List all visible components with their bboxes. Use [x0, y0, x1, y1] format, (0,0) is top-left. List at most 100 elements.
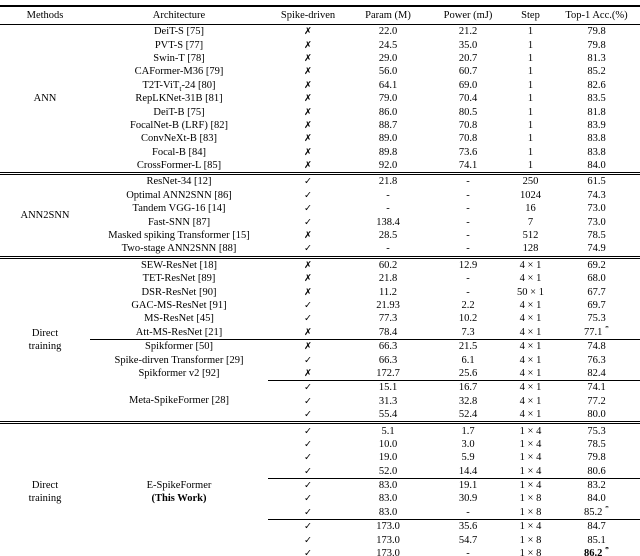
check-icon: ✓ [304, 521, 312, 533]
step-cell: 7 [527, 216, 534, 228]
step-cell: 1 × 8 [519, 548, 542, 556]
acc-value: 78.5 [587, 230, 606, 242]
spike-cell: ✓ [268, 505, 348, 521]
spike-cell: ✗ [268, 325, 348, 340]
step-cell: 1 × 4 [519, 425, 542, 437]
cross-icon: ✗ [304, 230, 312, 242]
step-cell: 1 [527, 26, 534, 38]
step-cell: 250 [522, 176, 539, 188]
check-icon: ✓ [304, 243, 312, 255]
acc-cell: 74.9 [553, 242, 640, 259]
table-row: ANN2SNN ResNet-34 [12] ✓ 21.8-250 61.5 [0, 173, 640, 259]
acc-value: 82.4 [587, 367, 606, 379]
acc-value: 77.1 [584, 326, 603, 338]
arch-cell: DeiT-S [75] [153, 26, 205, 38]
acc-value: 74.9 [587, 243, 606, 255]
acc-value: 85.2 [587, 66, 606, 78]
acc-value: 84.0 [587, 160, 606, 172]
power-cell: 16.7 [458, 382, 478, 394]
step-cell: 1 × 4 [519, 438, 542, 450]
acc-cell: 74.3 [553, 189, 640, 202]
cross-icon: ✗ [304, 286, 312, 298]
acc-value: 81.8 [587, 106, 606, 118]
spike-cell: ✓ [268, 215, 348, 228]
acc-value: 68.0 [587, 273, 606, 285]
spike-cell: ✓ [268, 312, 348, 325]
check-icon: ✓ [304, 480, 312, 492]
arch-cell: Fast-SNN [87] [147, 216, 211, 228]
method-label: training [28, 340, 62, 352]
arch-cell: PVT-S [77] [154, 39, 204, 51]
spike-cell: ✓ [268, 533, 348, 546]
asterisk-marker: * [605, 546, 609, 554]
acc-value: 85.2 [584, 506, 603, 518]
method-label: training [28, 493, 62, 505]
spike-cell: ✗ [268, 92, 348, 105]
col-header-spike-driven: Spike-driven [268, 6, 348, 25]
acc-value: 81.3 [587, 52, 606, 64]
step-cell: 4 × 1 [519, 395, 542, 407]
power-cell: 73.6 [458, 146, 478, 158]
step-cell: 4 × 1 [519, 273, 542, 285]
param-cell: 92.0 [348, 158, 428, 176]
check-icon: ✓ [304, 534, 312, 546]
spike-cell: ✓ [268, 438, 348, 451]
param-cell: 56.0 [378, 66, 398, 78]
step-cell: 1 [527, 106, 534, 118]
acc-cell: 81.3 [553, 52, 640, 65]
col-header-param-m: Param (M) [348, 6, 428, 25]
spike-cell: ✓ [268, 451, 348, 464]
acc-cell: 84.7 [553, 520, 640, 534]
spike-cell: ✓ [268, 381, 348, 395]
power-cell: 6.1 [461, 354, 475, 366]
acc-value: 83.8 [587, 133, 606, 145]
param-cell: 88.7 [378, 119, 398, 131]
step-cell: 1 [527, 133, 534, 145]
cross-icon: ✗ [304, 341, 312, 353]
power-cell: 80.5 [458, 106, 478, 118]
step-cell: 1 × 4 [519, 521, 542, 533]
table-row: Swin-T [78] ✗ 29.0 20.7 1 81.3 [0, 52, 640, 65]
acc-value: 79.8 [587, 452, 606, 464]
step-cell: 4 × 1 [519, 341, 542, 353]
param-cell: 83.0 [378, 480, 398, 492]
spike-cell: ✗ [268, 285, 348, 298]
param-cell: 5.1 [381, 425, 395, 437]
spike-cell: ✓ [268, 242, 348, 259]
step-cell: 4 × 1 [519, 382, 542, 394]
table-row: T2T-ViTt-24 [80] ✗ 64.1 69.0 1 82.6 [0, 79, 640, 92]
arch-cell: Att-MS-ResNet [21] [90, 325, 268, 340]
step-cell: 512 [522, 230, 539, 242]
step-cell: 1 × 4 [519, 452, 542, 464]
spike-cell: ✗ [268, 105, 348, 118]
table-row: ✓ 19.0 5.9 1 × 4 79.8 [0, 451, 640, 464]
step-cell: 1 [527, 39, 534, 51]
acc-value: 76.3 [587, 354, 606, 366]
acc-cell: 69.7 [553, 299, 640, 312]
method-cell: Direct training [0, 423, 90, 556]
spike-cell: ✗ [268, 25, 348, 39]
cross-icon: ✗ [304, 79, 312, 91]
check-icon: ✓ [304, 176, 312, 188]
step-cell: 1 [527, 52, 534, 64]
table-row: ✓ 10.0 3.0 1 × 4 78.5 [0, 438, 640, 451]
power-cell: 74.1 [428, 158, 508, 176]
method-cell: ANN2SNN [0, 173, 90, 259]
acc-cell: 83.9 [553, 119, 640, 132]
spike-cell: ✓ [268, 520, 348, 534]
power-cell: 5.9 [461, 452, 475, 464]
acc-value: 69.7 [587, 300, 606, 311]
step-cell: 4 × 1 [519, 354, 542, 366]
param-cell: 83.0 [378, 493, 398, 505]
param-cell: 31.3 [378, 395, 398, 407]
arch-label: (This Work) [151, 493, 207, 505]
arch-cell: Swin-T [78] [153, 52, 205, 64]
param-cell: 89.8 [378, 146, 398, 158]
power-cell: 69.0 [458, 79, 478, 91]
col-header-power-mj: Power (mJ) [428, 6, 508, 25]
acc-value: 86.2 [584, 548, 603, 556]
acc-value: 83.5 [587, 93, 606, 105]
spike-cell: ✗ [268, 65, 348, 78]
acc-cell: 86.2 * [553, 547, 640, 556]
